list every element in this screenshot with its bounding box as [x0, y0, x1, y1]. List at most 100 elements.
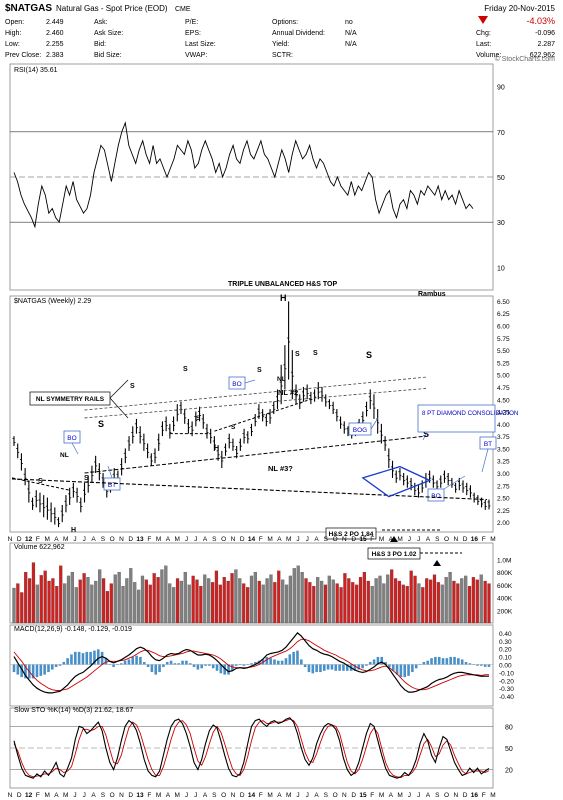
macd-tick: -0.30: [499, 686, 514, 693]
macd-histogram-bar: [277, 660, 280, 665]
volume-bar: [125, 578, 129, 624]
volume-bar: [133, 582, 137, 624]
x-axis-label: A: [54, 792, 59, 799]
x-axis-label: D: [240, 792, 245, 799]
volume-bar: [343, 573, 347, 624]
x-axis-label: A: [54, 536, 59, 543]
volume-bar: [483, 580, 487, 624]
volume-bar: [393, 578, 398, 624]
volume-bar: [456, 583, 460, 624]
stat-left-label: Open:: [5, 19, 24, 26]
volume-bar: [444, 577, 448, 624]
macd-histogram-bar: [158, 664, 161, 673]
volume-bar: [265, 578, 269, 624]
bo-pointer: [244, 379, 256, 384]
macd-histogram-bar: [200, 664, 204, 669]
x-axis-label: S: [435, 536, 440, 543]
x-axis-label: F: [147, 792, 151, 799]
x-axis-label: F: [259, 792, 263, 799]
macd-histogram-bar: [372, 659, 376, 665]
label-s: S: [84, 475, 89, 482]
x-axis-label: M: [286, 536, 291, 543]
price-tick: 5.25: [497, 360, 510, 367]
x-axis-label: M: [156, 536, 161, 543]
x-axis-label: O: [333, 792, 338, 799]
volume-bar: [179, 580, 184, 624]
x-axis-label: 13: [136, 536, 144, 543]
volume-bar: [59, 565, 63, 624]
label-s: S: [98, 419, 104, 429]
x-axis-label: J: [83, 792, 86, 799]
volume-bar: [117, 571, 121, 624]
volume-bar: [257, 580, 261, 624]
stat-left-label: Low:: [5, 41, 20, 48]
volume-bar: [195, 579, 199, 624]
volume-bar: [460, 578, 464, 624]
quote-value: 2.287: [537, 41, 555, 48]
x-axis-label: D: [351, 536, 356, 543]
macd-histogram-bar: [66, 658, 69, 665]
macd-histogram-bar: [330, 664, 334, 670]
macd-histogram-bar: [457, 658, 460, 665]
macd-histogram-bar: [380, 656, 384, 665]
volume-bar: [164, 565, 168, 624]
macd-histogram-bar: [231, 664, 234, 671]
x-axis-label: N: [453, 792, 458, 799]
volume-bar: [436, 582, 440, 624]
macd-histogram-bar: [238, 664, 242, 665]
price-tick: 3.00: [497, 471, 510, 478]
watermark: © StockCharts.com: [495, 55, 556, 63]
quote-value: 622,962: [530, 52, 555, 59]
stat-left-value: 2.449: [46, 19, 64, 26]
volume-bar: [226, 580, 230, 624]
x-axis-label: S: [435, 792, 440, 799]
volume-bar: [312, 585, 316, 624]
macd-histogram-bar: [460, 659, 464, 665]
symbol: $NATGAS: [5, 3, 52, 14]
x-axis-label: O: [221, 792, 226, 799]
x-axis-label: 12: [25, 536, 33, 543]
volume-bar: [323, 584, 328, 624]
macd-histogram-bar: [384, 661, 387, 665]
macd-histogram-bar: [284, 658, 288, 665]
macd-histogram-bar: [246, 664, 249, 665]
macd-histogram-bar: [150, 664, 154, 673]
price-tick: 4.50: [497, 397, 510, 404]
price-tick: 4.25: [497, 410, 510, 417]
x-axis-label: D: [240, 536, 245, 543]
volume-bar: [296, 565, 300, 624]
macd-histogram-bar: [430, 658, 433, 665]
volume-bar: [129, 568, 133, 624]
price-tick: 4.00: [497, 422, 510, 429]
x-axis-label: S: [212, 792, 217, 799]
volume-bar: [292, 568, 296, 624]
volume-panel: Volume 622,962 200K 400K 600K 800K 1.0M: [12, 544, 513, 624]
macd-histogram-bar: [476, 664, 479, 666]
macd-line: [13, 632, 489, 694]
label-bt: BT: [484, 441, 492, 448]
volume-bar: [253, 571, 257, 624]
macd-histogram-bar: [93, 650, 96, 665]
volume-bar: [20, 592, 24, 624]
stat-left-value: 2.460: [46, 30, 64, 37]
macd-histogram-bar: [242, 664, 246, 666]
macd-histogram-bar: [426, 660, 430, 665]
macd-histogram-bar: [388, 664, 391, 668]
x-axis-label: M: [63, 792, 68, 799]
macd-histogram-bar: [411, 664, 414, 673]
price-tick: 5.75: [497, 336, 510, 343]
macd-histogram-bar: [315, 664, 318, 673]
macd-histogram-bar: [204, 664, 207, 666]
x-axis-label: A: [277, 792, 282, 799]
volume-bar: [374, 578, 378, 624]
x-axis-label: N: [453, 536, 458, 543]
volume-bar: [121, 585, 125, 624]
label-nl: NL: [277, 376, 286, 383]
macd-tick: 0.10: [499, 655, 512, 662]
macd-histogram-bar: [434, 656, 437, 665]
x-axis-label: M: [44, 536, 49, 543]
quote-value: -0.096: [535, 30, 555, 37]
x-axis-label: D: [128, 536, 133, 543]
bo-pointer: [443, 475, 466, 490]
price-tick: 2.00: [497, 520, 510, 527]
